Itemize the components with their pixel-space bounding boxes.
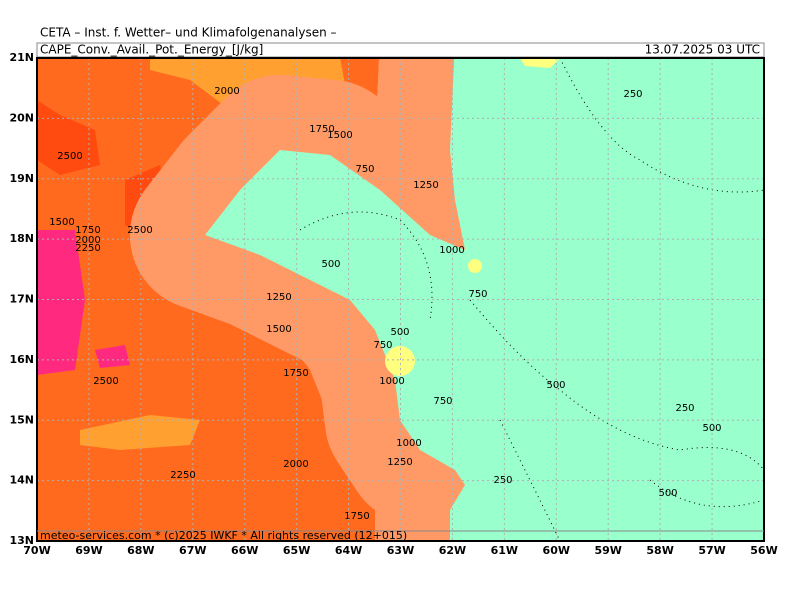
contour-label: 2500 (57, 151, 82, 162)
contour-line (559, 58, 764, 193)
contour-label: 250 (623, 89, 642, 100)
header-title: CETA – Inst. f. Wetter– und Klimafolgena… (40, 26, 337, 40)
lon-label: 60W (543, 544, 570, 557)
contour-label: 1500 (327, 130, 352, 141)
map-frame (36, 57, 765, 542)
lat-label: 15N (9, 413, 34, 426)
contour-label: 1000 (379, 376, 404, 387)
field-fill (468, 259, 482, 273)
contour-label: 500 (321, 259, 340, 270)
contour-label: 2250 (75, 243, 100, 254)
lon-label: 56W (750, 544, 777, 557)
lon-label: 69W (75, 544, 102, 557)
field-fill (80, 415, 200, 450)
contour-label: 1250 (387, 457, 412, 468)
graticule (37, 58, 764, 541)
contour-label: 500 (658, 488, 677, 499)
field-name: CAPE_Conv._Avail._Pot._Energy_[J/kg] (40, 43, 263, 57)
field-fill (205, 58, 764, 541)
lon-label: 64W (335, 544, 362, 557)
lon-label: 63W (387, 544, 414, 557)
lat-label: 17N (9, 293, 34, 306)
lat-label: 21N (9, 51, 34, 64)
contour-label: 2000 (214, 86, 239, 97)
lat-label: 14N (9, 474, 34, 487)
lat-label: 18N (9, 232, 34, 245)
contour-label: 2500 (127, 225, 152, 236)
contour-label: 2250 (170, 470, 195, 481)
field-fill (385, 346, 415, 376)
lon-label: 67W (179, 544, 206, 557)
lon-label: 57W (698, 544, 725, 557)
lat-label: 19N (9, 172, 34, 185)
footer-credit: meteo-services.com * (c)2025 IWKF * All … (40, 529, 407, 542)
field-fill (95, 345, 130, 368)
contour-label: 1000 (396, 438, 421, 449)
contour-label: 1750 (75, 225, 100, 236)
contour-label: 1750 (344, 511, 369, 522)
field-fill (520, 58, 560, 68)
lon-label: 58W (646, 544, 673, 557)
contour-label: 1000 (439, 245, 464, 256)
contour-label: 750 (433, 396, 452, 407)
contour-label: 750 (355, 164, 374, 175)
contour-label: 1250 (413, 180, 438, 191)
contour-label: 1750 (309, 124, 334, 135)
field-fill (37, 230, 85, 375)
contour-label: 1500 (266, 324, 291, 335)
lon-label: 61W (491, 544, 518, 557)
lat-label: 20N (9, 111, 34, 124)
contour-lines (299, 58, 764, 541)
lat-label: 16N (9, 353, 34, 366)
lon-label: 70W (23, 544, 50, 557)
lon-label: 65W (283, 544, 310, 557)
contour-label: 500 (546, 380, 565, 391)
contour-label: 2500 (93, 376, 118, 387)
lat-label: 13N (9, 534, 34, 547)
contour-label: 750 (373, 340, 392, 351)
lon-label: 66W (231, 544, 258, 557)
contour-label: 2000 (283, 459, 308, 470)
contour-label: 2000 (75, 235, 100, 246)
lon-label: 62W (439, 544, 466, 557)
contour-label: 1750 (283, 368, 308, 379)
valid-time: 13.07.2025 03 UTC (645, 43, 760, 57)
contour-label: 1250 (266, 292, 291, 303)
lon-label: 59W (594, 544, 621, 557)
contour-label: 750 (468, 289, 487, 300)
contour-label: 500 (702, 423, 721, 434)
contour-label: 1500 (49, 217, 74, 228)
contour-label: 250 (493, 475, 512, 486)
contour-label: 500 (390, 327, 409, 338)
lon-label: 68W (127, 544, 154, 557)
contour-label: 250 (675, 403, 694, 414)
